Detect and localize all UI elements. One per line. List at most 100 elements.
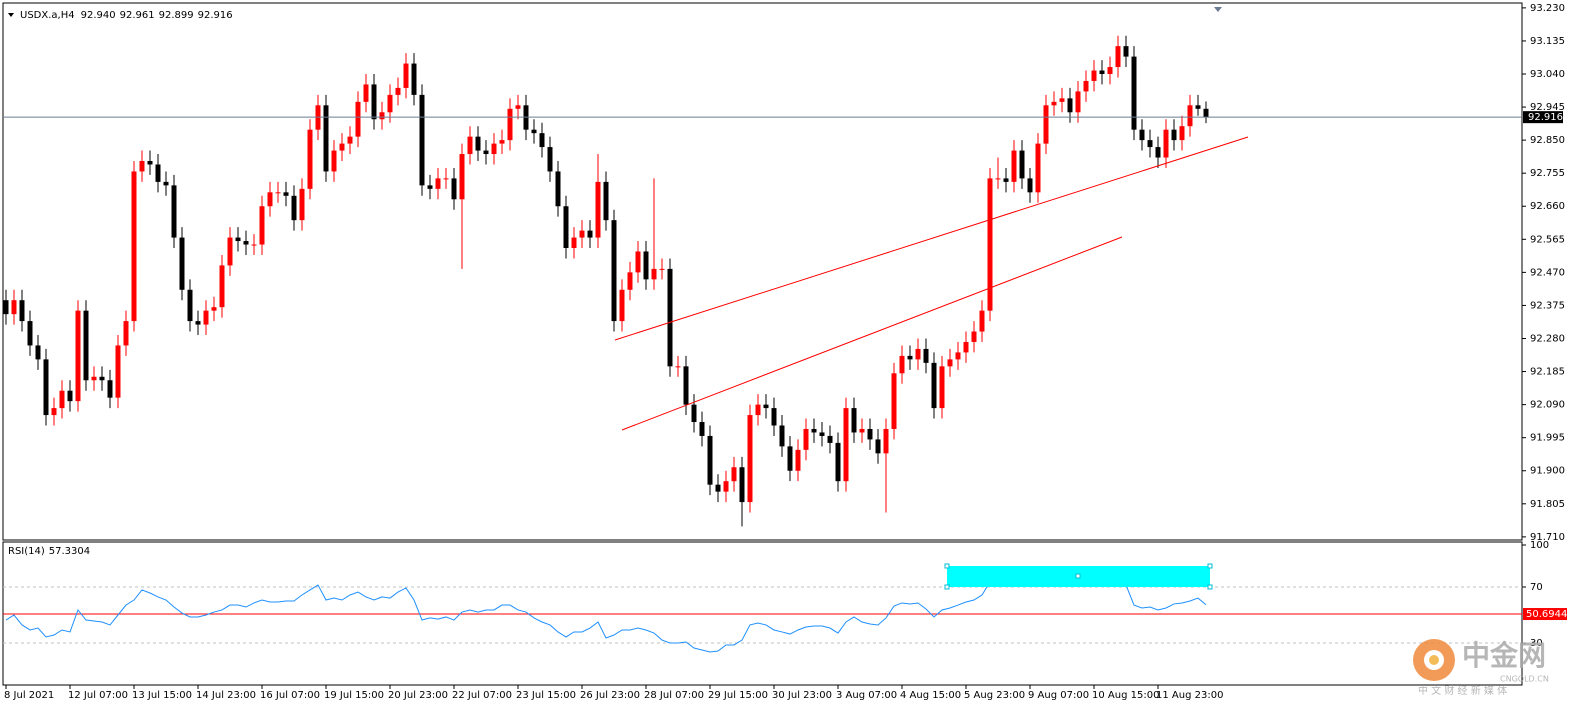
symbol: USDX.a,H4 — [20, 10, 75, 21]
candle-body — [59, 390, 65, 409]
candle-body — [971, 331, 977, 342]
candle-body — [1187, 105, 1193, 127]
y-tick-label: 92.850 — [1530, 135, 1565, 146]
candle-body — [963, 341, 969, 353]
candle-body — [851, 408, 857, 433]
y-tick-label: 92.280 — [1530, 333, 1565, 344]
candle-body — [563, 206, 569, 249]
candle-body — [451, 178, 457, 200]
candle-body — [603, 181, 609, 221]
x-tick-label: 14 Jul 23:00 — [196, 690, 256, 701]
x-tick-label: 13 Jul 15:00 — [132, 690, 192, 701]
y-tick-label: 92.470 — [1530, 267, 1565, 278]
candle-body — [187, 289, 193, 322]
candle-body — [755, 404, 761, 416]
x-tick-label: 3 Aug 07:00 — [836, 690, 897, 701]
candle-body — [627, 272, 633, 290]
candle-body — [219, 265, 225, 308]
candle-body — [331, 150, 337, 172]
x-tick-label: 23 Jul 15:00 — [516, 690, 576, 701]
x-tick-label: 22 Jul 07:00 — [452, 690, 512, 701]
candle-body — [1011, 150, 1017, 182]
candle-body — [955, 352, 961, 360]
candle-body — [1139, 129, 1145, 141]
candle-body — [107, 380, 113, 398]
header-value: 92.961 — [120, 10, 155, 21]
y-tick-label: 92.375 — [1530, 300, 1565, 311]
watermark-slogan: 中 文 财 经 新 媒 体 — [1418, 684, 1507, 697]
y-tick-label: 93.135 — [1530, 36, 1565, 47]
candle-body — [779, 425, 785, 447]
candle-body — [203, 310, 209, 325]
x-tick-label: 26 Jul 23:00 — [580, 690, 640, 701]
candle-body — [731, 467, 737, 482]
watermark-site: CNGOLD.CN — [1500, 675, 1549, 684]
y-tick-label: 92.090 — [1530, 400, 1565, 411]
candle-body — [1019, 150, 1025, 179]
candle-body — [267, 192, 273, 207]
candle-body — [659, 268, 665, 270]
candle-body — [435, 178, 441, 189]
candle-body — [115, 345, 121, 398]
candle-body — [771, 408, 777, 426]
candle-body — [499, 140, 505, 144]
candle-body — [1115, 46, 1121, 68]
candle-body — [259, 206, 265, 245]
candle-body — [611, 220, 617, 322]
y-tick-label: 91.710 — [1530, 532, 1565, 543]
candle-body — [251, 244, 257, 246]
candle-body — [987, 178, 993, 311]
candle-body — [939, 366, 945, 409]
candle-body — [1075, 91, 1081, 113]
candle-body — [179, 237, 185, 290]
y-tick-label: 93.040 — [1530, 69, 1565, 80]
y-tick-label: 92.945 — [1530, 102, 1565, 113]
last-price-label: 92.916 — [1528, 112, 1563, 123]
y-tick-label: 70 — [1530, 582, 1543, 593]
candle-body — [459, 154, 465, 200]
candle-body — [139, 161, 145, 172]
candle-body — [995, 178, 1001, 180]
candle-body — [67, 390, 73, 402]
candle-body — [915, 348, 921, 360]
candle-body — [811, 428, 817, 433]
candle-body — [571, 237, 577, 249]
trend-line — [614, 136, 1249, 341]
candle-body — [507, 108, 513, 141]
rsi-panel — [2, 541, 1523, 686]
candle-body — [1091, 70, 1097, 81]
candle-body — [1083, 80, 1089, 92]
candle-body — [1147, 140, 1153, 148]
candle-body — [411, 63, 417, 95]
candle-body — [379, 112, 385, 120]
candle-body — [1131, 56, 1137, 130]
candle-body — [1099, 70, 1105, 74]
header-value: 92.940 — [81, 10, 116, 21]
candle-body — [235, 237, 241, 242]
candle-body — [1171, 129, 1177, 141]
candle-body — [443, 178, 449, 180]
candle-body — [1003, 178, 1009, 182]
x-tick-label: 16 Jul 07:00 — [260, 690, 320, 701]
y-tick-label: 30 — [1530, 638, 1543, 649]
candle-body — [643, 251, 649, 280]
watermark-title: 中金网 — [1462, 639, 1546, 672]
candle-body — [1027, 178, 1033, 193]
candle-body — [835, 442, 841, 482]
candle-body — [395, 87, 401, 95]
candle-body — [355, 101, 361, 137]
x-tick-label: 30 Jul 23:00 — [772, 690, 832, 701]
header-value: 92.916 — [198, 10, 233, 21]
candle-body — [1107, 67, 1113, 74]
x-tick-label: 8 Jul 2021 — [4, 690, 54, 701]
candle-body — [1067, 98, 1073, 113]
candle-body — [3, 300, 9, 315]
candle-body — [651, 268, 657, 280]
x-tick-label: 28 Jul 07:00 — [644, 690, 704, 701]
y-tick-label: 91.900 — [1530, 466, 1565, 477]
y-tick-label: 91.805 — [1530, 499, 1565, 510]
candle-body — [635, 251, 641, 273]
x-tick-label: 19 Jul 15:00 — [324, 690, 384, 701]
